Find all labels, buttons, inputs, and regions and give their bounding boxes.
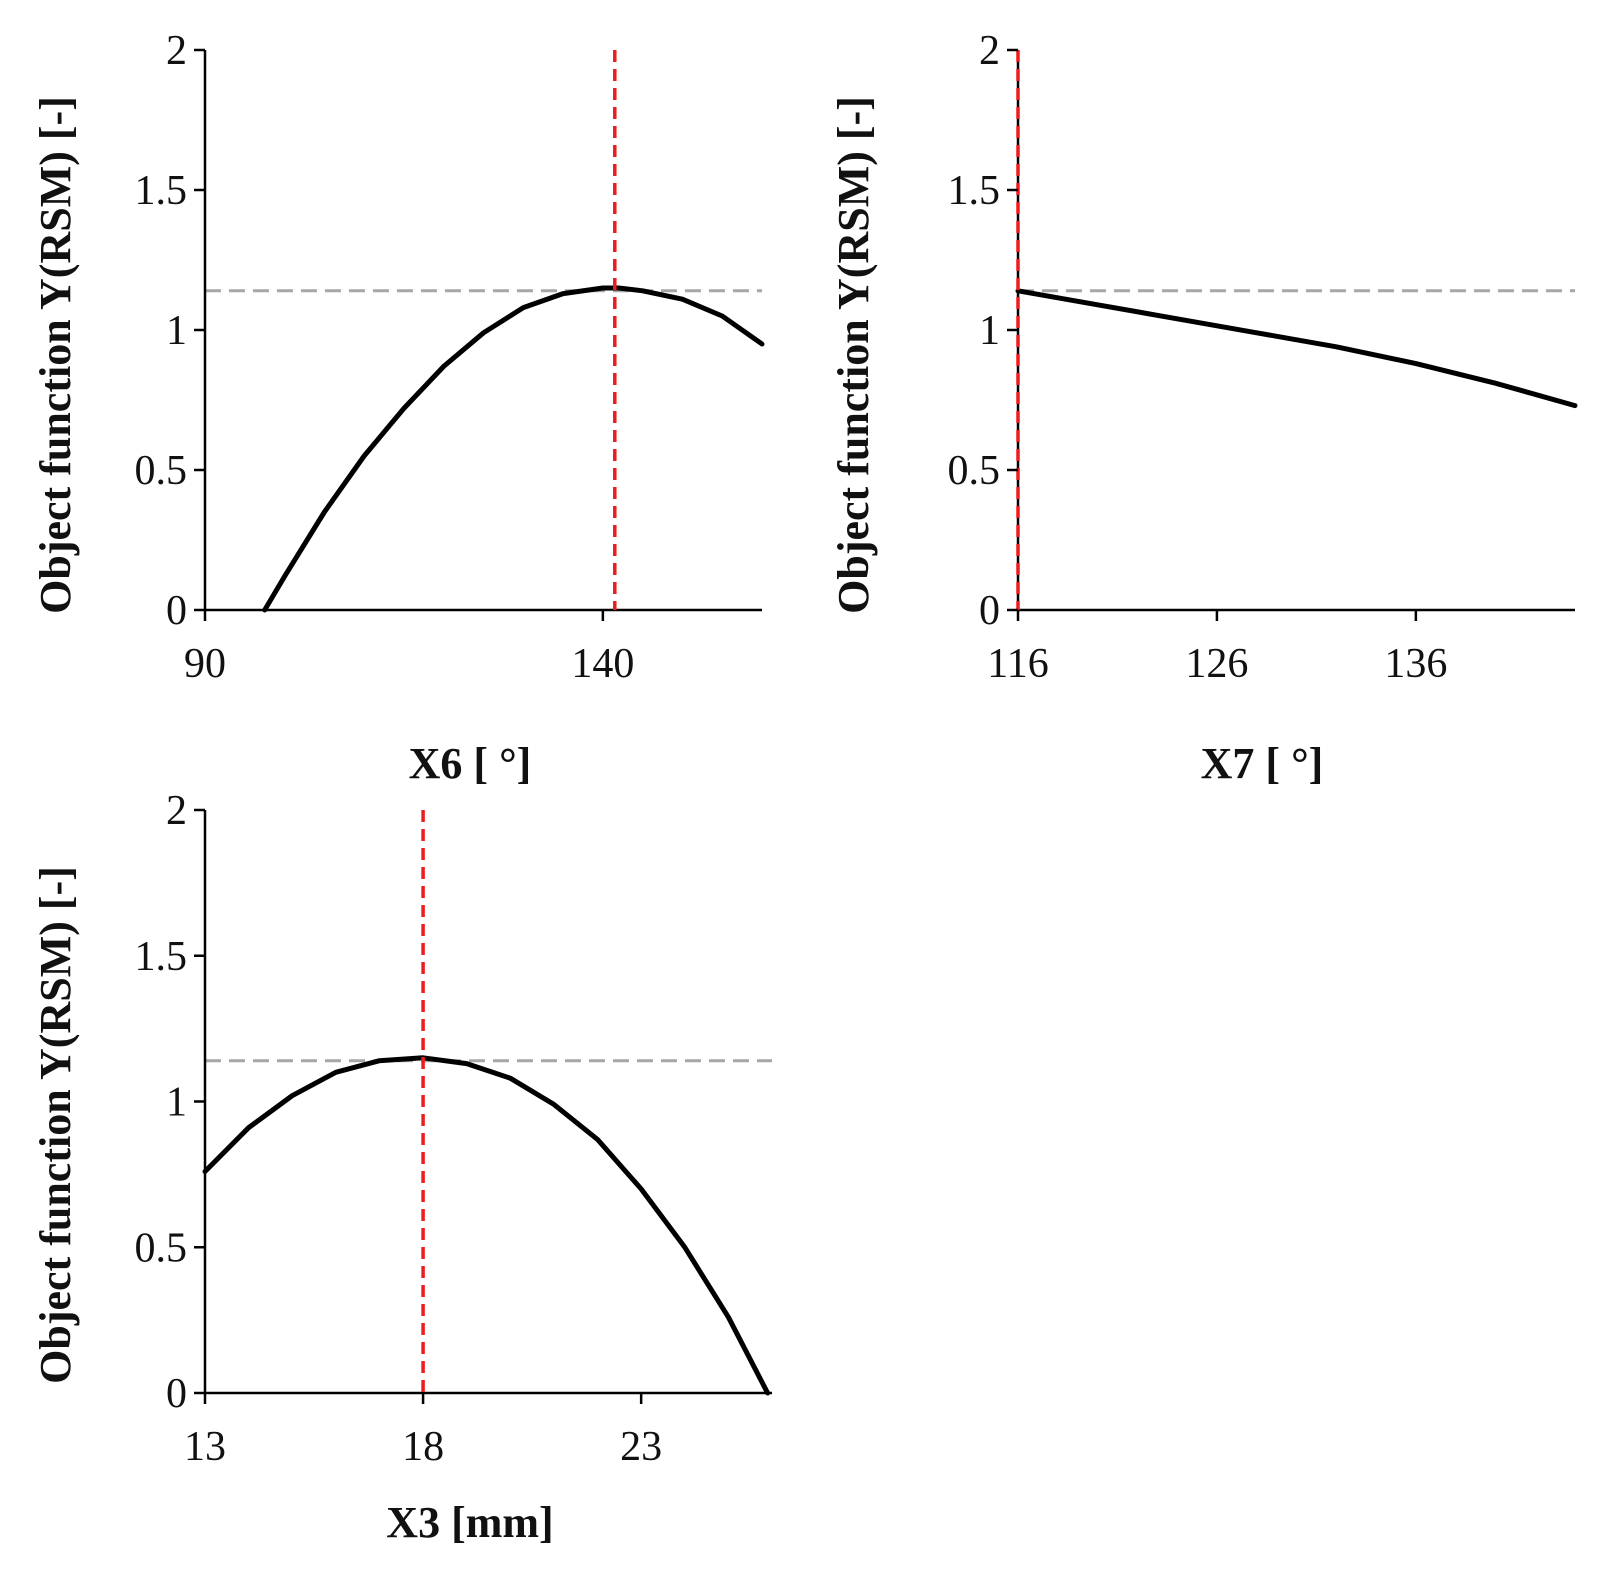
x-tick-label-x3-2: 23 xyxy=(620,1424,662,1470)
y-tick-labels-x6: 0 0.5 1 1.5 2 xyxy=(135,28,188,634)
y-tick-label-x7-0: 0 xyxy=(979,588,1000,634)
x-tick-labels-x6: 90 140 xyxy=(184,641,634,687)
y-tick-label-x7-1: 0.5 xyxy=(948,448,1001,494)
series-line-x3 xyxy=(202,1055,771,1396)
panel-x7: 0 0.5 1 1.5 2 116 126 136 Object function Y(RS… xyxy=(829,28,1578,788)
y-tick-label-x3-0: 0 xyxy=(166,1371,187,1417)
x-tick-label-x6-1: 140 xyxy=(571,641,634,687)
y-axis-title-x6: Object function Y(RSM) [-] xyxy=(31,96,80,614)
plot-marks-x6 xyxy=(194,48,765,621)
y-axis-title-x3: Object function Y(RSM) [-] xyxy=(31,866,80,1384)
plot-marks-x7 xyxy=(1007,48,1578,621)
y-tick-label-x6-1: 0.5 xyxy=(135,448,188,494)
y-tick-label-x6-0: 0 xyxy=(166,588,187,634)
x-tick-label-x6-0: 90 xyxy=(184,641,226,687)
y-tick-label-x7-3: 1.5 xyxy=(948,168,1001,214)
y-axis-title-x7: Object function Y(RSM) [-] xyxy=(829,96,878,614)
y-tick-labels-x7: 0 0.5 1 1.5 2 xyxy=(948,28,1001,634)
x-axis-title-x7: X7 [ °] xyxy=(1201,739,1324,788)
y-tick-label-x6-2: 1 xyxy=(166,308,187,354)
y-tick-label-x3-3: 1.5 xyxy=(135,934,188,980)
y-tick-labels-x3: 0 0.5 1 1.5 2 xyxy=(135,788,188,1417)
x-tick-label-x7-1: 126 xyxy=(1185,641,1248,687)
y-tick-label-x6-3: 1.5 xyxy=(135,168,188,214)
y-tick-label-x3-4: 2 xyxy=(166,788,187,834)
x-tick-labels-x3: 13 18 23 xyxy=(184,1424,662,1470)
series-line-x7 xyxy=(1015,288,1578,409)
panel-x6: 0 0.5 1 1.5 2 90 140 Object function Y(RSM) [… xyxy=(31,28,765,788)
x-tick-label-x7-0: 116 xyxy=(987,641,1048,687)
x-tick-labels-x7: 116 126 136 xyxy=(987,641,1447,687)
series-line-x6 xyxy=(262,285,765,613)
plot-marks-x3 xyxy=(194,808,772,1404)
x-tick-label-x7-2: 136 xyxy=(1384,641,1447,687)
y-tick-label-x3-1: 0.5 xyxy=(135,1225,188,1271)
y-tick-label-x3-2: 1 xyxy=(166,1080,187,1126)
x-axis-title-x6: X6 [ °] xyxy=(409,739,532,788)
x-tick-label-x3-1: 18 xyxy=(402,1424,444,1470)
y-tick-label-x7-4: 2 xyxy=(979,28,1000,74)
y-tick-label-x7-2: 1 xyxy=(979,308,1000,354)
y-tick-label-x6-4: 2 xyxy=(166,28,187,74)
panel-x3: 0 0.5 1 1.5 2 13 18 23 Object function Y(RSM) … xyxy=(31,788,772,1547)
x-tick-label-x3-0: 13 xyxy=(184,1424,226,1470)
x-axis-title-x3: X3 [mm] xyxy=(386,1498,553,1547)
